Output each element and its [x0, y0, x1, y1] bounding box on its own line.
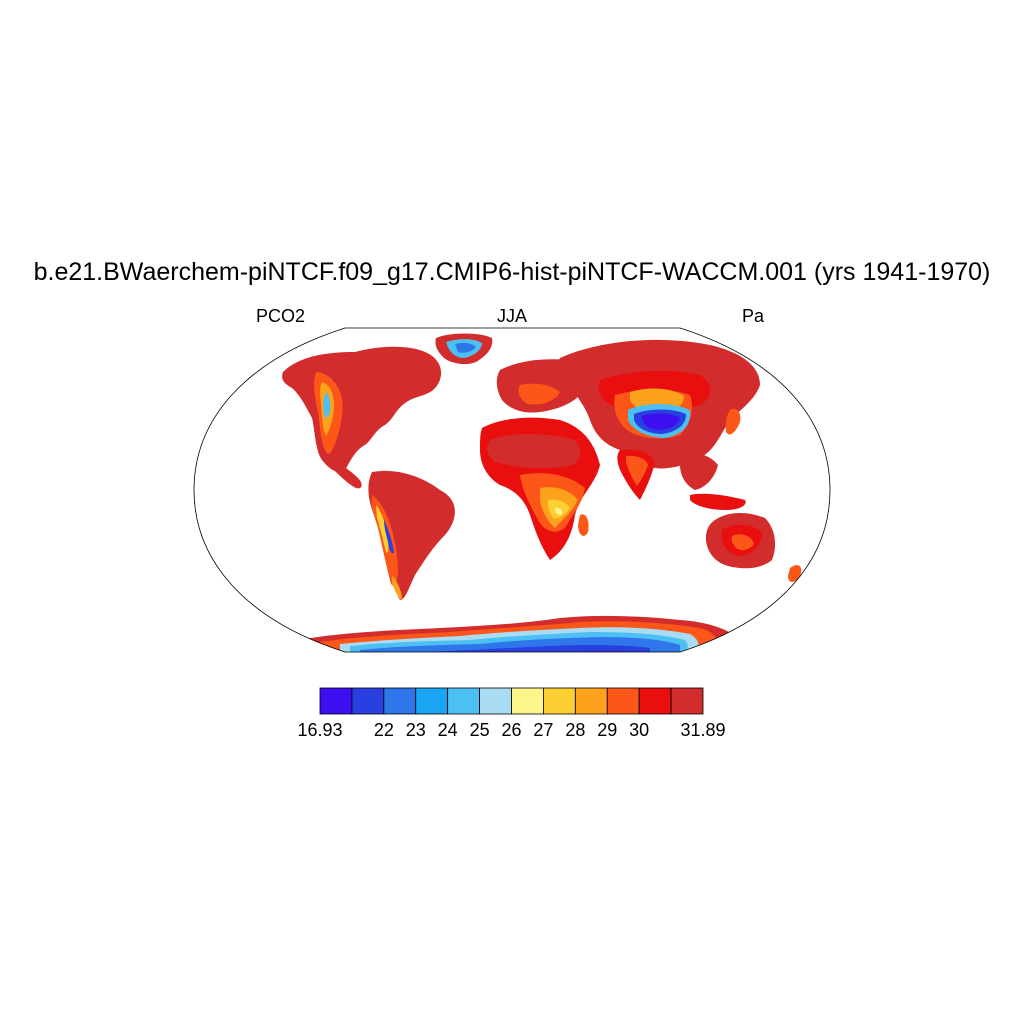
colorbar-tick-label: 25 — [469, 720, 490, 740]
colorbar-swatch — [447, 687, 480, 715]
rockies-cyan — [323, 392, 331, 418]
madagascar — [578, 514, 589, 536]
map-border — [193, 327, 831, 653]
colorbar-tick-label: 23 — [405, 720, 426, 740]
australia-orange — [731, 534, 754, 551]
variable-label: PCO2 — [256, 306, 306, 326]
andes-blue — [384, 520, 394, 554]
colorbar-tick-label: 26 — [501, 720, 522, 740]
colorbar-tick-label: 16.93 — [297, 720, 343, 740]
season-label: JJA — [496, 306, 527, 326]
japan — [725, 408, 741, 435]
antarctica-violet — [430, 644, 650, 652]
colorbar-swatch — [383, 687, 417, 715]
colorbar-swatch — [574, 687, 608, 715]
africa-sahara — [487, 434, 581, 469]
greenland-core — [455, 343, 476, 353]
india-orange — [626, 455, 648, 486]
plot-title: b.e21.BWaerchem-piNTCF.f09_g17.CMIP6-his… — [33, 258, 991, 286]
central-america — [330, 458, 362, 489]
colorbar-swatch — [319, 687, 353, 715]
europe-orange — [518, 383, 560, 405]
north-america — [282, 346, 442, 472]
colorbar-tick-label: 24 — [437, 720, 458, 740]
colorbar-tick-label: 29 — [597, 720, 618, 740]
colorbar — [319, 687, 704, 715]
colorbar-tick-label: 27 — [533, 720, 554, 740]
colorbar-tick-label: 30 — [629, 720, 650, 740]
africa-pale — [555, 507, 563, 515]
units-label: Pa — [742, 306, 765, 326]
colorbar-swatch — [351, 687, 385, 715]
antarctica-deep — [520, 651, 630, 652]
se-asia — [680, 453, 718, 490]
colorbar-swatch — [415, 687, 449, 715]
colorbar-tick-label: 22 — [373, 720, 394, 740]
land-field — [282, 333, 802, 652]
colorbar-swatch — [670, 687, 704, 715]
indonesia — [690, 493, 746, 510]
colorbar-tick-label: 31.89 — [680, 720, 726, 740]
colorbar-swatch — [638, 687, 672, 715]
colorbar-swatch — [543, 687, 576, 715]
colorbar-swatch — [511, 687, 544, 715]
colorbar-labels: 16.93 22 23 24 25 26 27 28 29 30 31.89 — [0, 720, 1024, 744]
colorbar-tick-label: 28 — [565, 720, 586, 740]
patagonia-amber — [392, 575, 402, 600]
new-zealand — [788, 565, 802, 582]
colorbar-swatch — [479, 687, 512, 715]
tibet-violet — [642, 413, 680, 430]
andes-yellow — [376, 505, 389, 553]
colorbar-swatch — [606, 687, 640, 715]
